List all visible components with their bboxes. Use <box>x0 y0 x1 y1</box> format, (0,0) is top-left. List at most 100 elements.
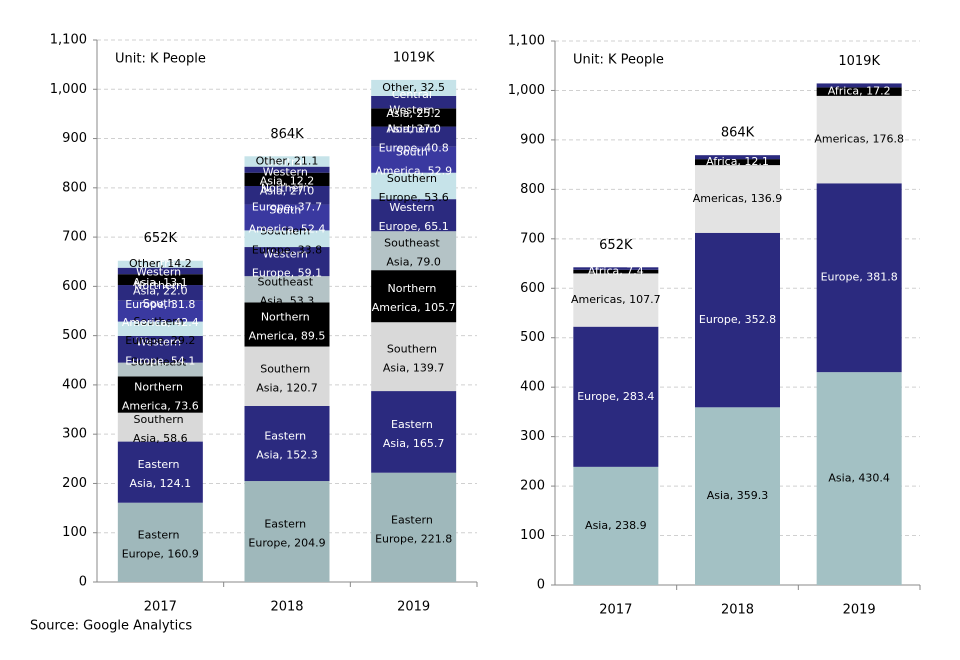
bar-segment <box>244 247 330 277</box>
data-label: Southern Europe, 33.8 <box>252 225 322 257</box>
bar-segment <box>573 267 659 270</box>
y-tick-label: 900 <box>62 131 87 146</box>
data-label: Eastern Asia, 165.7 <box>383 418 445 450</box>
data-label: Other, 21.1 <box>256 154 319 167</box>
data-label-line: Northern <box>134 381 186 394</box>
data-label: South America, 42.4 <box>122 297 199 329</box>
bar-segment <box>244 185 330 205</box>
bar-segment <box>816 372 902 585</box>
bar-segment <box>244 405 330 482</box>
bar-segment <box>816 183 902 373</box>
data-label: Eastern Asia, 124.1 <box>130 458 192 490</box>
data-label: Americas, 136.9 <box>693 192 783 205</box>
source: Source: Google Analytics <box>30 619 192 634</box>
data-label-line: Asia, 13.1 <box>133 276 188 289</box>
data-label-line: Asia, 25.2 <box>386 107 441 120</box>
bar-segment <box>117 335 203 363</box>
data-label-line: Central <box>139 257 183 270</box>
total-label: 1019K <box>393 50 435 65</box>
total-label: 864K <box>270 127 304 142</box>
data-label-line: Asia, 124.1 <box>130 477 192 490</box>
bar-segment <box>695 155 780 160</box>
x-tick-label: 2019 <box>843 603 876 618</box>
data-label-line: Europe, 29.2 <box>125 334 195 347</box>
data-label: Northern Europe, 40.8 <box>379 123 449 155</box>
data-label-line: Southern <box>260 362 314 375</box>
data-label-line: Eastern <box>264 430 309 443</box>
data-label: Western Europe, 54.1 <box>125 335 195 367</box>
y-tick-label: 500 <box>520 330 545 345</box>
data-label: Asia, 359.3 <box>707 489 769 502</box>
y-tick-label: 200 <box>520 479 545 494</box>
data-label-line: Western <box>136 266 185 279</box>
bar-segment <box>117 285 203 301</box>
y-tick-label: 900 <box>520 132 545 147</box>
data-label-line: Europe, 221.8 <box>375 532 452 545</box>
y-tick-label: 500 <box>62 328 87 343</box>
data-label-line: Europe, 54.1 <box>125 354 195 367</box>
data-label-line: Europe, 160.9 <box>122 547 199 560</box>
unit-annotation: Unit: K People <box>573 53 664 68</box>
data-label: Other, 32.5 <box>382 81 445 94</box>
data-label-line: America, 42.4 <box>122 316 199 329</box>
data-label-line: Eastern <box>391 513 436 526</box>
y-tick-label: 600 <box>520 281 545 296</box>
y-tick-label: 1,000 <box>508 83 545 98</box>
data-label-line: Asia, 79.0 <box>386 256 441 269</box>
data-label-line: America, 105.7 <box>372 301 456 314</box>
data-label-line: Asia, 53.3 <box>260 294 315 307</box>
data-label-line: Asia, 165.7 <box>383 437 445 450</box>
data-label-line: Europe, 37.7 <box>252 200 322 213</box>
y-tick-label: 800 <box>520 182 545 197</box>
x-tick-label: 2019 <box>397 600 430 615</box>
data-label-line: Central <box>265 156 309 169</box>
data-label: Southern Asia, 120.7 <box>256 362 318 394</box>
x-tick-label: 2018 <box>270 600 303 615</box>
data-label: Central Asia, 13.1 <box>133 257 188 289</box>
bar-segment <box>117 300 203 322</box>
y-tick-label: 0 <box>79 575 87 590</box>
data-label: Northern America, 89.5 <box>249 310 326 342</box>
bar-segment <box>816 83 902 88</box>
x-tick-label: 2017 <box>599 603 632 618</box>
data-label: Southeast Asia, 53.3 <box>257 275 316 307</box>
data-label-line: Eastern <box>264 518 309 531</box>
bar-segment <box>244 302 330 347</box>
data-label-line: America, 52.4 <box>249 222 326 235</box>
y-tick-label: 600 <box>62 279 87 294</box>
data-label-line: Asia, 22.0 <box>133 285 188 298</box>
data-label: Northern America, 73.6 <box>122 381 199 413</box>
data-label-line: Asia, 27.0 <box>260 184 315 197</box>
x-tick-label: 2017 <box>144 600 177 615</box>
data-label-line: Southern <box>134 413 188 426</box>
total-label: 864K <box>721 126 755 141</box>
bar-segment <box>573 269 659 274</box>
data-label-line: Europe, 65.1 <box>379 220 449 233</box>
bar-segment <box>117 321 203 336</box>
bar-segment <box>371 126 457 147</box>
bar-segment <box>371 79 457 96</box>
data-label-line: Western <box>263 248 312 261</box>
data-label-line: South <box>143 297 178 310</box>
data-label-line: Southern <box>134 315 188 328</box>
total-label: 1019K <box>838 54 880 69</box>
bar-segment <box>117 274 203 286</box>
data-label: Northern Europe, 31.8 <box>125 279 195 311</box>
data-label: Western Europe, 65.1 <box>379 201 449 233</box>
bar-segment <box>573 326 659 467</box>
bar-segment <box>117 441 203 503</box>
bar-segment <box>117 412 203 442</box>
data-label-line: Eastern <box>391 418 436 431</box>
data-label-line: Europe, 31.8 <box>125 298 195 311</box>
y-tick-label: 100 <box>520 528 545 543</box>
bar-segment <box>816 95 902 184</box>
data-label: Africa, 12.1 <box>706 155 769 168</box>
data-label-line: Asia, 139.7 <box>383 362 445 375</box>
data-label-line: Northern <box>261 310 313 323</box>
bar-segment <box>371 322 457 392</box>
bar-segment <box>371 199 457 232</box>
data-label-line: Asia, 120.7 <box>256 381 318 394</box>
bar-segment <box>371 108 457 127</box>
data-label: Americas, 176.8 <box>814 133 904 146</box>
data-label-line: Europe, 40.8 <box>379 142 449 155</box>
